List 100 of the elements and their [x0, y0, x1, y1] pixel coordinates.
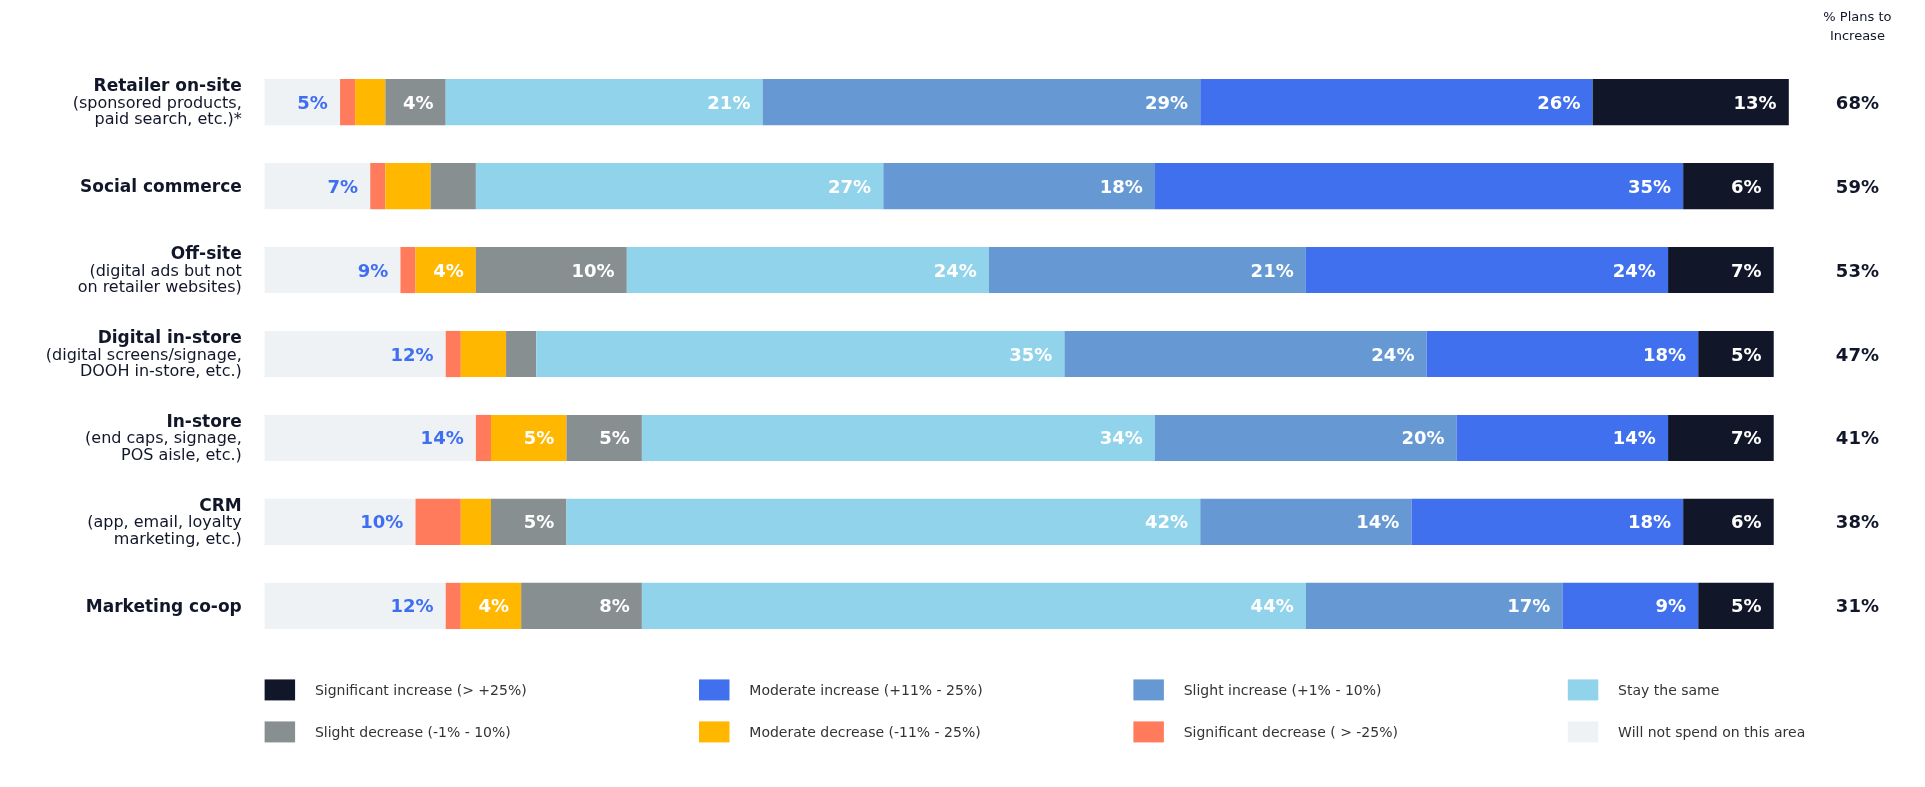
- y-tick-label: Retailer on-site (sponsored products, paid search, etc.)*: [72, 75, 242, 129]
- bar: [1411, 498, 1684, 546]
- legend-label: Will not spend on this area: [1618, 723, 1806, 740]
- data-label: 21%: [1250, 259, 1294, 281]
- bar: [566, 414, 642, 462]
- legend-label: Slight increase (+1% - 10%): [1183, 681, 1382, 698]
- data-label: 35%: [1009, 343, 1053, 365]
- y-tick-label: Marketing co-op: [85, 595, 242, 616]
- bar: [460, 582, 522, 630]
- bar: [1683, 162, 1774, 210]
- bar: [264, 414, 476, 462]
- bar: [264, 78, 341, 126]
- legend-label: Significant increase (> +25%): [314, 681, 527, 698]
- data-label: 4%: [402, 91, 434, 113]
- bar: [264, 582, 446, 630]
- bar: [460, 330, 507, 378]
- data-label: 5%: [599, 427, 630, 449]
- bar: [641, 582, 1306, 630]
- bar: [506, 330, 537, 378]
- bar: [1200, 498, 1412, 546]
- data-label: 6%: [1730, 175, 1762, 197]
- bar: [340, 78, 356, 126]
- legend-label: Slight decrease (-1% - 10%): [314, 723, 511, 740]
- legend-label: Significant decrease ( > -25%): [1183, 723, 1398, 740]
- text: 59%: [1835, 175, 1879, 197]
- bar: [475, 246, 627, 294]
- text: 53%: [1835, 259, 1879, 281]
- data-label: 6%: [1730, 511, 1762, 533]
- bar: [460, 498, 491, 546]
- data-label: 10%: [571, 259, 615, 281]
- data-label: 5%: [523, 511, 555, 533]
- data-label: 12%: [390, 343, 434, 365]
- bar: [475, 414, 491, 462]
- bar: [370, 162, 386, 210]
- bar: [1305, 246, 1669, 294]
- bar: [1154, 414, 1457, 462]
- data-label: 7%: [1730, 259, 1762, 281]
- text: 68%: [1835, 91, 1879, 113]
- data-label: 9%: [357, 259, 389, 281]
- bar: [385, 78, 446, 126]
- bar: [762, 78, 1201, 126]
- bar: [1426, 330, 1699, 378]
- bar: [1668, 246, 1774, 294]
- data-label: 5%: [1730, 595, 1762, 617]
- legend-label: Stay the same: [1618, 681, 1720, 698]
- bar: [1200, 78, 1593, 126]
- bar: [1154, 162, 1684, 210]
- data-label: 42%: [1144, 511, 1189, 533]
- y-tick-label: Off-site (digital ads but not on retailer websites): [77, 243, 242, 297]
- data-label: 35%: [1627, 175, 1671, 197]
- data-label: 27%: [828, 175, 872, 197]
- bar: [1562, 582, 1699, 630]
- data-label: 14%: [420, 427, 464, 449]
- bar: [1683, 498, 1774, 546]
- bar: [988, 246, 1306, 294]
- data-label: 14%: [1612, 427, 1656, 449]
- y-tick-label: CRM (app, email, loyalty marketing, etc.): [87, 495, 242, 549]
- data-label: 26%: [1537, 91, 1581, 113]
- bar: [536, 330, 1065, 378]
- data-label: 10%: [360, 511, 404, 533]
- bar: [400, 246, 416, 294]
- bar: [883, 162, 1155, 210]
- bar: [264, 330, 446, 378]
- text: % Plans to Increase: [1823, 8, 1892, 44]
- data-label: 18%: [1099, 175, 1143, 197]
- bar: [1698, 330, 1774, 378]
- bar: [626, 246, 989, 294]
- legend-label: Moderate increase (+11% - 25%): [749, 681, 983, 698]
- bar: [415, 246, 476, 294]
- bar: [445, 582, 461, 630]
- data-label: 29%: [1144, 91, 1189, 113]
- data-label: 9%: [1655, 595, 1687, 617]
- text: 47%: [1835, 343, 1879, 365]
- bar: [490, 498, 567, 546]
- data-label: 34%: [1099, 427, 1143, 449]
- data-label: 44%: [1250, 595, 1294, 617]
- y-tick-label: Social commerce: [80, 176, 242, 197]
- data-label: 4%: [433, 259, 464, 281]
- bar: [264, 162, 371, 210]
- bar: [1668, 414, 1774, 462]
- bar: [475, 162, 884, 210]
- bar: [264, 498, 416, 546]
- data-label: 18%: [1627, 511, 1671, 533]
- legend-label: Moderate decrease (-11% - 25%): [749, 723, 981, 740]
- data-label: 18%: [1642, 343, 1687, 365]
- bar: [1456, 414, 1669, 462]
- y-tick-label: Digital in-store (digital screens/signage, DOOH in-store, etc.): [45, 327, 242, 381]
- bar: [385, 162, 431, 210]
- bar: [1592, 78, 1789, 126]
- bar: [355, 78, 386, 126]
- data-label: 17%: [1507, 595, 1551, 617]
- data-label: 14%: [1356, 511, 1400, 533]
- data-label: 21%: [707, 91, 751, 113]
- data-label: 7%: [327, 175, 359, 197]
- bar: [490, 414, 567, 462]
- bar: [415, 498, 461, 546]
- data-label: 4%: [478, 595, 509, 617]
- y-tick-label: In-store (end caps, signage, POS aisle, etc.): [85, 411, 242, 465]
- bar: [1698, 582, 1774, 630]
- data-label: 13%: [1733, 91, 1777, 113]
